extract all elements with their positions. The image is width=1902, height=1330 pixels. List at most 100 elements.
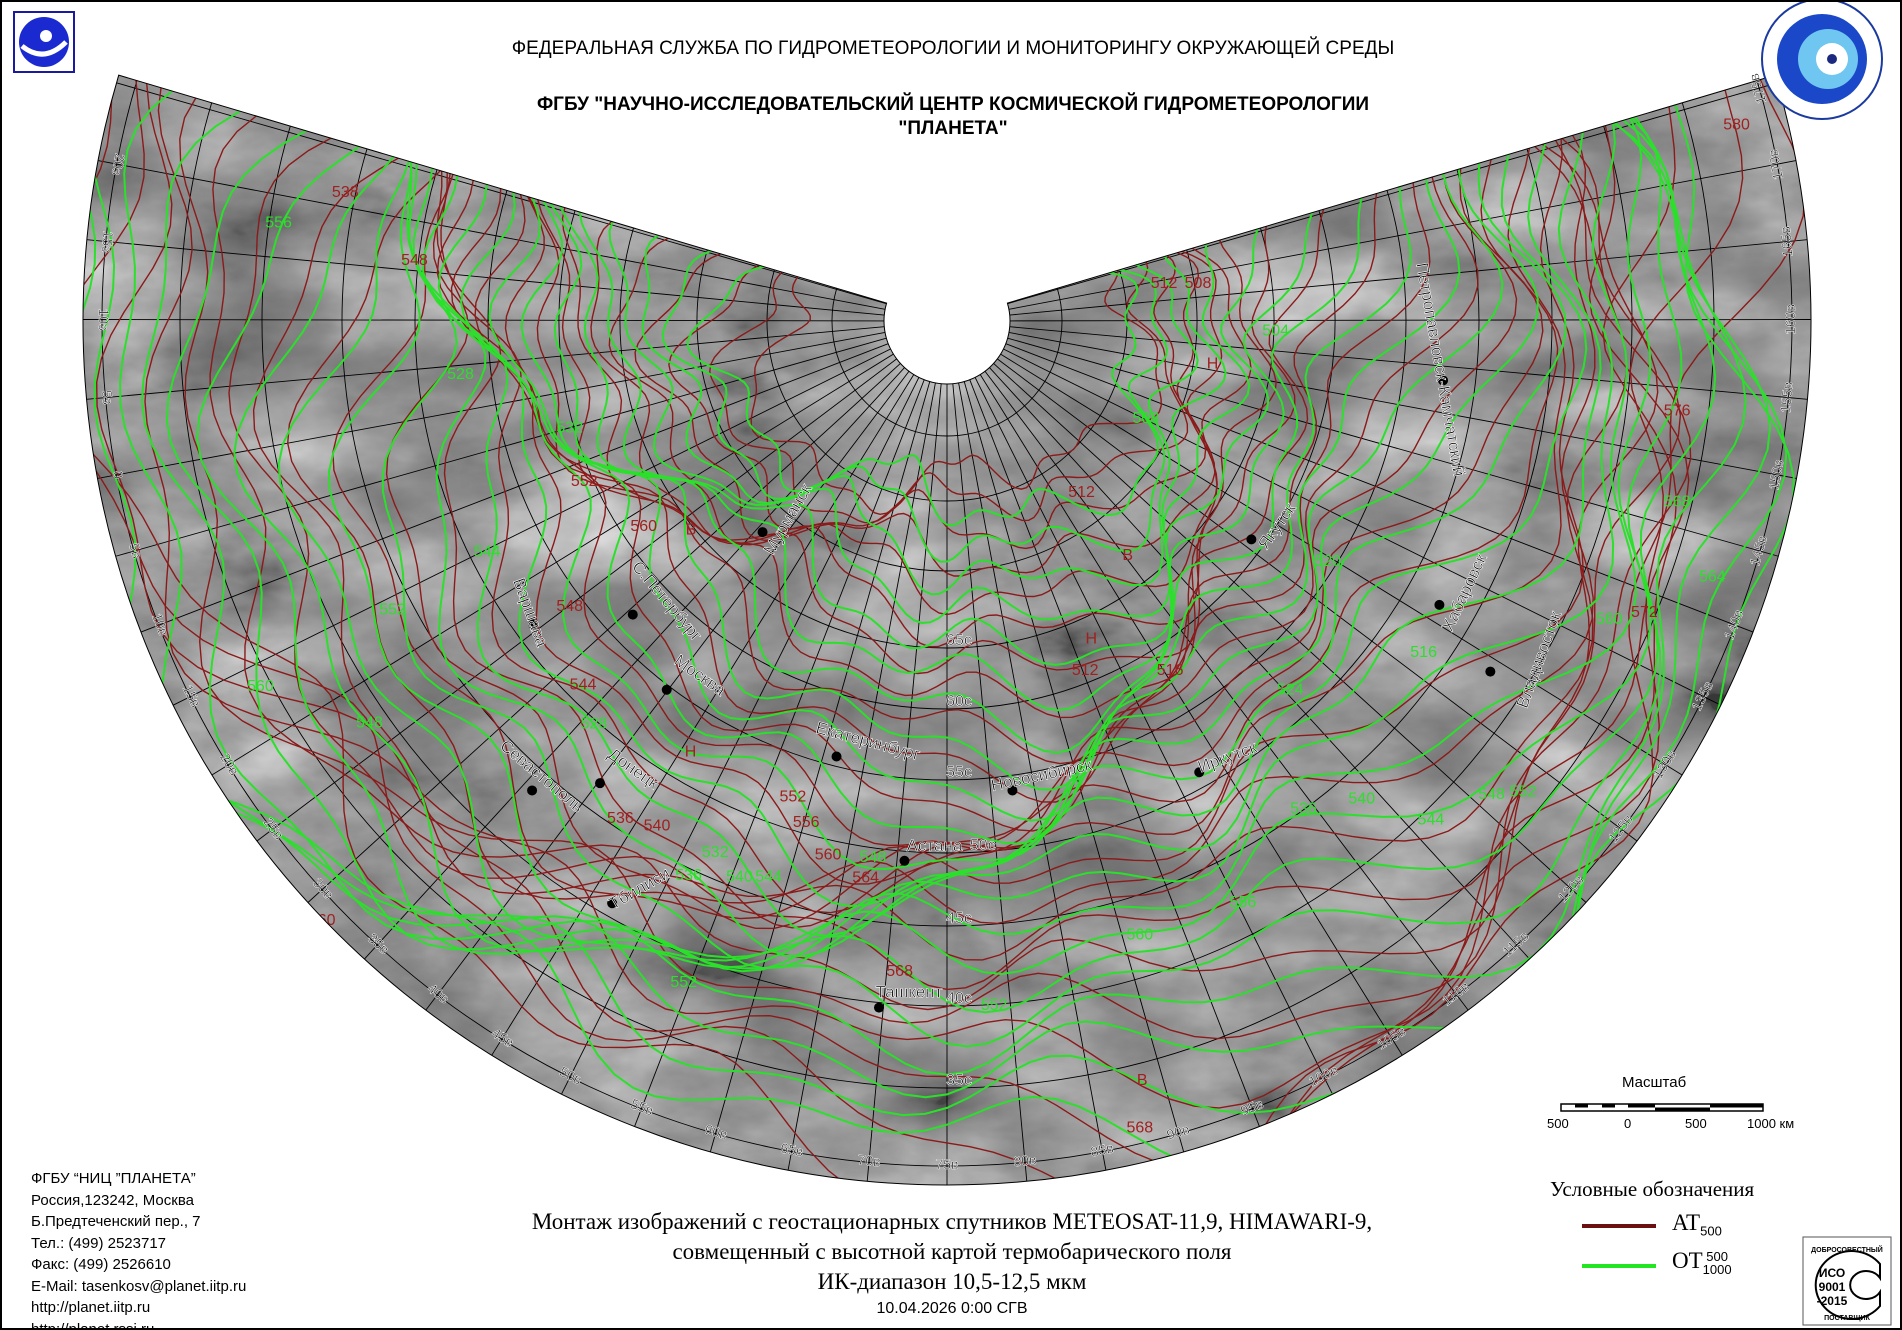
longitude-label: 5з [99, 390, 116, 406]
ot-isoline [422, 169, 1539, 908]
high-pressure-marker: В [686, 521, 697, 538]
meridian-line [307, 363, 901, 903]
meridian-line [1008, 332, 1797, 479]
longitude-label: 95в [1238, 1095, 1265, 1118]
low-pressure-marker: Н [685, 743, 697, 760]
city-marker [831, 751, 842, 762]
at500-isoline [709, 261, 1189, 524]
meridian-line [115, 337, 887, 557]
at500-contour-label: 516 [1157, 662, 1184, 679]
city-marker [595, 778, 606, 789]
longitude-label: 165в [1777, 226, 1796, 258]
latitude-label: 35с [946, 1072, 972, 1089]
at500-contour-label: 568 [886, 963, 913, 980]
longitude-label: 20з [109, 152, 129, 177]
ot-contour-label: 544 [474, 543, 501, 560]
longitude-label: 150в [1765, 458, 1786, 491]
at500-isoline [385, 148, 1566, 930]
at500-contour-label: 512 [1151, 275, 1178, 292]
parallel-line [831, 288, 1063, 437]
latitude-label: 65с [946, 632, 972, 649]
ot-contour-label: 544 [1418, 811, 1445, 828]
at500-isoline [432, 168, 1544, 914]
city-marker [607, 898, 618, 909]
city-marker [528, 619, 539, 630]
high-pressure-marker: В [1122, 547, 1133, 564]
longitude-label: 170в [1765, 148, 1786, 181]
ot-contour-label: 548 [860, 849, 887, 866]
city-marker [873, 1002, 884, 1013]
city-marker [1194, 767, 1205, 778]
parallel-line [766, 269, 1128, 502]
iso-badge-line2: 9001 [1819, 1280, 1846, 1294]
at500-isoline [95, 83, 1678, 1171]
caption-line2: совмещенный с высотной картой термобарич… [672, 1239, 1232, 1264]
ot-isoline [119, 90, 1772, 1099]
org-name: ФГБУ “НИЦ ”ПЛАНЕТА” [31, 1170, 196, 1187]
ot-contour-label: 540 [726, 868, 753, 885]
address-street: Б.Предтеченский пер., 7 [31, 1213, 201, 1230]
at500-isoline [590, 220, 1252, 648]
longitude-label: 90в [1165, 1121, 1192, 1143]
meridian-line [958, 382, 1107, 1171]
website-link-2[interactable]: http://planet.rssi.ru [31, 1320, 155, 1330]
scale-title: Масштаб [1622, 1074, 1687, 1091]
high-pressure-marker: В [1137, 1072, 1148, 1089]
ot-contour-label: 536 [675, 867, 702, 884]
meridian-line [1007, 337, 1779, 557]
at500-contour-label: 544 [570, 677, 597, 694]
meridian-line [97, 160, 886, 310]
city-marker [627, 609, 638, 620]
scale-label: 500 [1547, 1116, 1569, 1131]
meridian-line [1007, 82, 1778, 305]
at500-isoline [209, 115, 1682, 1011]
longitude-label: 0 [110, 469, 127, 480]
ot-contour-label: 556 [1230, 894, 1257, 911]
meridian-line [979, 374, 1403, 1056]
at500-contour-label: 536 [607, 810, 634, 827]
ot-contour-label: 516 [1410, 644, 1437, 661]
low-pressure-marker: Н [1085, 631, 1097, 648]
ot-isoline [661, 250, 1168, 563]
at500-contour-label: 548 [556, 598, 583, 615]
legend-sub: 500 [1700, 1223, 1722, 1239]
at500-isoline [82, 80, 1744, 1186]
ot-contour-label: 524 [1277, 682, 1304, 699]
iso-badge: ДОБРОСОВЕСТНЫЙ ИСО 9001 -2015 ПОСТАВЩИК [1802, 1236, 1892, 1326]
ot-isoline [578, 211, 1251, 666]
ot-isoline [437, 173, 1504, 871]
address-city: Россия,123242, Москва [31, 1191, 194, 1209]
longitude-label: 80в [1013, 1151, 1037, 1169]
ot-contour-label: 548 [1478, 786, 1505, 803]
at500-contour-label: 560 [630, 518, 657, 535]
website-link-1[interactable]: http://planet.iitp.ru [31, 1299, 151, 1316]
ot-isoline [82, 75, 1795, 1179]
phone: Тел.: (499) 2523717 [31, 1234, 166, 1252]
caption-line1: Монтаж изображений с геостационарных спу… [531, 1209, 1373, 1234]
scale-label: 0 [1624, 1116, 1632, 1131]
meridian-line [969, 379, 1260, 1127]
at500-contour-label: 560 [309, 912, 336, 929]
at500-contour-label: 576 [1664, 403, 1691, 420]
ot-contour-label: 520 [1314, 553, 1341, 570]
at500-contour-label: 512 [1072, 662, 1099, 679]
hydrometcentre-logo [1761, 2, 1883, 120]
at500-isoline [504, 193, 1378, 803]
ot-isoline [140, 110, 1747, 1076]
ot-contour-label: 552 [981, 997, 1008, 1014]
fax: Факс: (499) 2526610 [31, 1256, 171, 1273]
legend-swatch-at500 [1582, 1224, 1656, 1228]
city-marker [661, 684, 672, 695]
city-marker [1007, 785, 1018, 796]
meridian-line [211, 353, 894, 776]
ot-contour-label: 556 [265, 215, 292, 232]
parallel-line [341, 148, 1553, 927]
ot-isoline [549, 202, 1314, 754]
meridian-line [83, 319, 885, 322]
longitude-label: 160в [1782, 304, 1798, 335]
at500-isoline [528, 196, 1325, 765]
iso-badge-top: ДОБРОСОВЕСТНЫЙ [1811, 1245, 1883, 1254]
longitude-label: 75в [935, 1156, 958, 1172]
scale-label: 1000 км [1747, 1116, 1795, 1131]
parallel-line [696, 249, 1198, 572]
